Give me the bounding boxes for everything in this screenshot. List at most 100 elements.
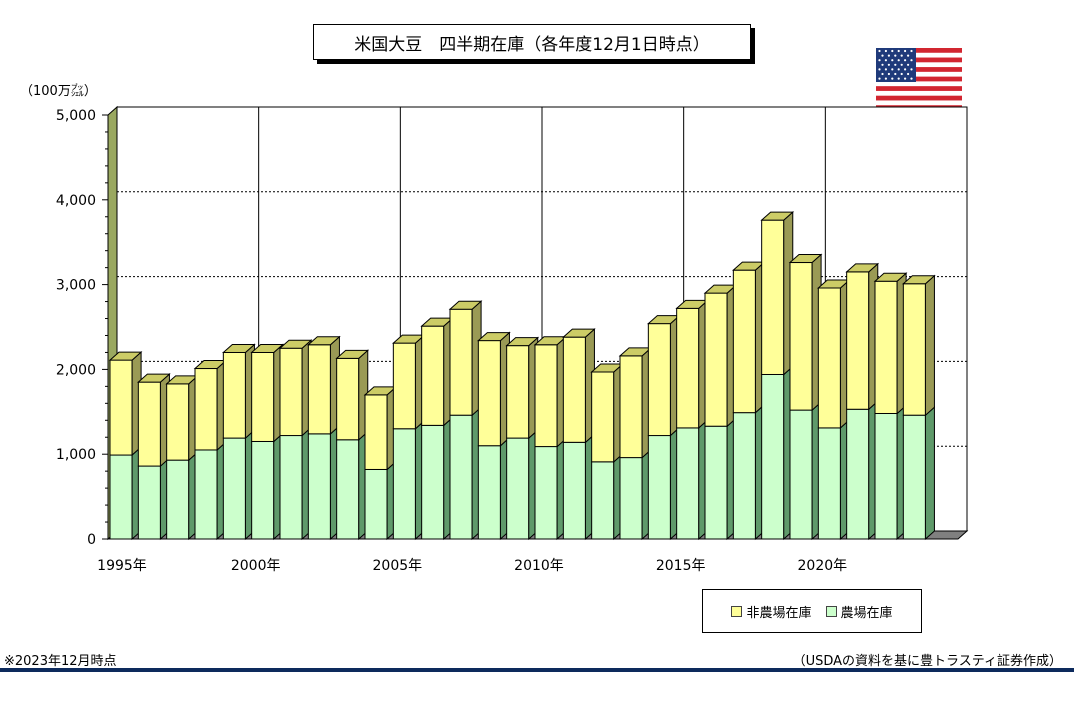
bar-farm-stock — [222, 437, 246, 540]
flag-star — [881, 72, 884, 76]
bar-farm-stock — [647, 435, 671, 540]
bar-farm-stock — [732, 412, 756, 540]
bar-farm-stock — [817, 427, 841, 540]
flag-star — [907, 72, 910, 76]
bar-farm-stock — [392, 428, 416, 540]
bar-nonfarm-stock — [704, 292, 728, 427]
bar-farm-stock — [194, 449, 218, 540]
bar-farm-stock — [279, 435, 303, 540]
legend-label-non-farm: 非農場在庫 — [746, 605, 812, 621]
bar-nonfarm-stock — [109, 359, 133, 456]
bar-farm-stock — [477, 445, 501, 540]
bar-top-face — [278, 339, 313, 349]
bar-nonfarm-stock — [392, 342, 416, 430]
bar-nonfarm-stock — [562, 336, 586, 443]
bar-nonfarm-stock-side — [924, 274, 935, 417]
bar-farm-stock — [562, 441, 586, 540]
bar-top-face — [845, 263, 880, 273]
bar-nonfarm-stock — [761, 219, 785, 375]
bar-top-face — [902, 275, 936, 285]
flag-star — [897, 68, 900, 71]
bar-nonfarm-stock — [874, 280, 898, 414]
chart-legend: 非農場在庫 農場在庫 — [702, 589, 922, 633]
flag-stripe — [876, 57, 962, 63]
flag-star — [881, 54, 884, 57]
bar-farm-stock — [619, 457, 643, 540]
y-axis-unit-label: （100万㌴） — [20, 84, 97, 99]
bar-farm-stock — [789, 409, 813, 540]
bar-nonfarm-stock — [506, 345, 530, 439]
bar-top-face — [873, 272, 908, 282]
bar-nonfarm-stock — [817, 287, 841, 429]
bar-farm-stock — [449, 414, 473, 540]
bar-nonfarm-stock — [534, 344, 558, 448]
bar-farm-stock — [846, 408, 870, 540]
flag-star — [884, 49, 887, 53]
bar-top-face — [760, 211, 795, 221]
bar-top-face — [562, 328, 596, 338]
bar-nonfarm-stock — [449, 308, 473, 416]
flag-stripe — [876, 81, 962, 87]
flag-star — [904, 68, 907, 71]
legend-swatch-non-farm — [731, 605, 743, 617]
bottom-rule — [0, 668, 1074, 672]
y-tick-label: 3,000 — [56, 278, 96, 294]
flag-star — [907, 63, 910, 66]
bar-farm-stock — [251, 440, 275, 540]
source-note: （USDAの資料を基に豊トラスティ証券作成） — [792, 654, 1062, 669]
flag-star — [900, 72, 903, 76]
flag-star — [910, 77, 913, 80]
flag-stripe — [876, 62, 962, 68]
bar-farm-stock — [336, 439, 360, 540]
bar-nonfarm-stock — [902, 283, 926, 416]
x-tick-label: 2010年 — [514, 558, 564, 574]
bar-nonfarm-stock — [591, 371, 615, 463]
bar-farm-stock — [591, 461, 615, 540]
flag-star — [887, 54, 890, 57]
flag-star — [900, 63, 903, 66]
bar-nonfarm-stock — [336, 357, 360, 441]
flag-star — [894, 72, 897, 76]
flag-star — [910, 59, 913, 62]
bar-top-face — [505, 337, 540, 347]
bar-top-face — [335, 349, 370, 359]
flag-stripe — [876, 52, 962, 58]
bar-farm-stock-side — [924, 406, 935, 541]
flag-star — [907, 54, 910, 57]
bar-top-face — [222, 343, 256, 353]
flag-star — [904, 49, 907, 53]
legend-item-farm: 農場在庫 — [825, 602, 893, 621]
flag-star — [910, 49, 913, 53]
y-tick-label: 2,000 — [56, 362, 96, 378]
bar-farm-stock — [166, 459, 190, 540]
bar-farm-stock — [307, 433, 331, 540]
bar-top-face — [477, 332, 511, 342]
flag-stripe — [876, 71, 962, 77]
flag-star — [887, 63, 890, 66]
flag-stripe — [876, 67, 962, 73]
bar-nonfarm-stock — [166, 383, 190, 461]
bar-nonfarm-stock — [364, 394, 388, 470]
chart-title: 米国大豆 四半期在庫（各年度12月1日時点） — [313, 24, 751, 60]
legend-swatch-farm — [825, 605, 837, 617]
flag-star — [878, 77, 881, 80]
bar-nonfarm-stock — [421, 325, 445, 426]
flag-star — [891, 68, 894, 71]
bar-nonfarm-stock — [619, 355, 643, 459]
bar-nonfarm-stock — [251, 351, 275, 442]
bar-nonfarm-stock — [789, 262, 813, 411]
flag-star — [878, 68, 881, 71]
flag-star — [897, 77, 900, 80]
x-tick-label: 2015年 — [656, 558, 706, 574]
bar-top-face — [448, 300, 483, 310]
bar-nonfarm-stock — [222, 351, 246, 439]
flag-star — [891, 49, 894, 53]
x-tick-label: 2020年 — [798, 558, 848, 574]
flag-star — [910, 68, 913, 71]
flag-star — [900, 54, 903, 57]
flag-star — [897, 49, 900, 53]
x-tick-label: 2005年 — [373, 558, 423, 574]
bar-nonfarm-stock — [307, 344, 331, 435]
bar-nonfarm-stock — [137, 381, 161, 467]
bar-top-face — [788, 254, 823, 264]
